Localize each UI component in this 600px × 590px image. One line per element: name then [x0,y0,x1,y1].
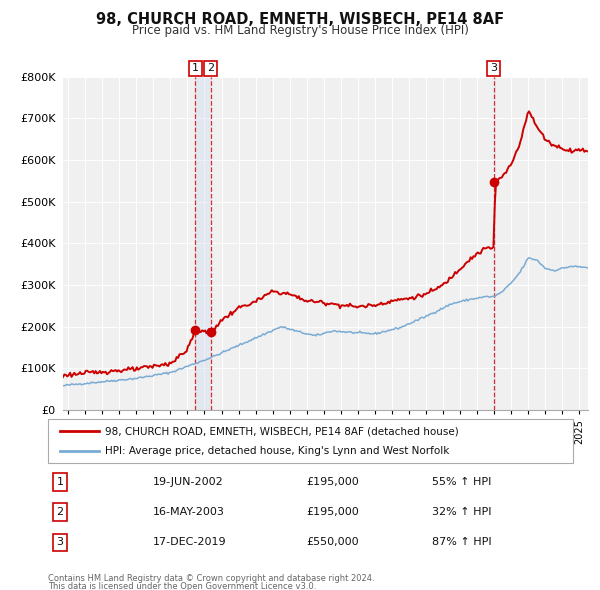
Text: £195,000: £195,000 [306,477,359,487]
Text: 3: 3 [56,537,64,548]
Text: £195,000: £195,000 [306,507,359,517]
Text: 87% ↑ HPI: 87% ↑ HPI [432,537,491,548]
Text: 16-MAY-2003: 16-MAY-2003 [153,507,225,517]
Text: Contains HM Land Registry data © Crown copyright and database right 2024.: Contains HM Land Registry data © Crown c… [48,574,374,583]
Text: 1: 1 [192,63,199,73]
Text: £550,000: £550,000 [306,537,359,548]
Text: 2: 2 [56,507,64,517]
Bar [196,77,211,410]
Text: 19-JUN-2002: 19-JUN-2002 [153,477,224,487]
Text: 98, CHURCH ROAD, EMNETH, WISBECH, PE14 8AF (detached house): 98, CHURCH ROAD, EMNETH, WISBECH, PE14 8… [105,427,459,436]
Text: HPI: Average price, detached house, King's Lynn and West Norfolk: HPI: Average price, detached house, King… [105,446,449,455]
Text: 17-DEC-2019: 17-DEC-2019 [153,537,227,548]
Text: 55% ↑ HPI: 55% ↑ HPI [432,477,491,487]
Text: Price paid vs. HM Land Registry's House Price Index (HPI): Price paid vs. HM Land Registry's House … [131,24,469,37]
Text: 1: 1 [56,477,64,487]
Text: 32% ↑ HPI: 32% ↑ HPI [432,507,491,517]
Bar [494,77,496,410]
Text: 98, CHURCH ROAD, EMNETH, WISBECH, PE14 8AF: 98, CHURCH ROAD, EMNETH, WISBECH, PE14 8… [96,12,504,27]
Text: 3: 3 [490,63,497,73]
Text: 2: 2 [207,63,214,73]
Text: This data is licensed under the Open Government Licence v3.0.: This data is licensed under the Open Gov… [48,582,316,590]
